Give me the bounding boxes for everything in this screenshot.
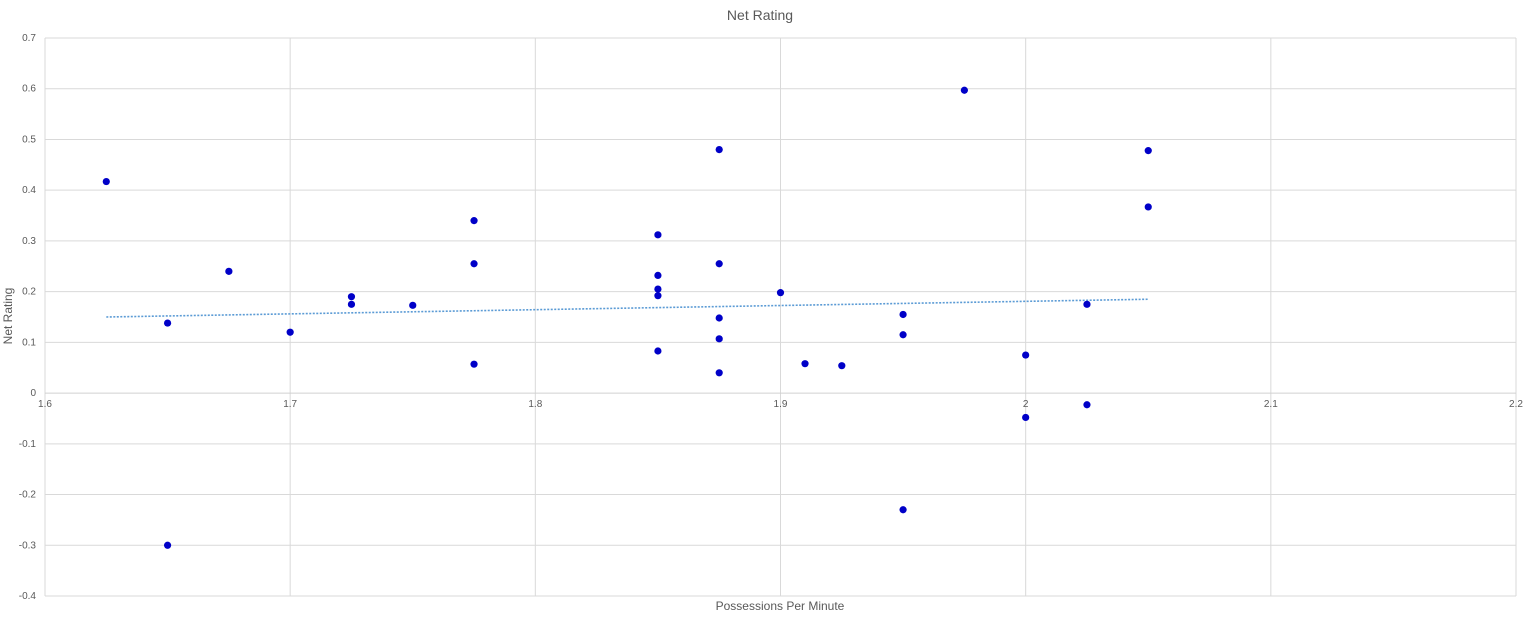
data-point [776, 289, 785, 297]
data-point [1144, 203, 1152, 211]
data-point [715, 314, 723, 322]
data-point [654, 285, 662, 293]
y-tick-label: 0.3 [22, 236, 36, 247]
data-point [1144, 147, 1152, 155]
y-tick-label: -0.2 [19, 490, 37, 501]
data-point [838, 362, 846, 370]
data-point [899, 310, 907, 319]
trendline [106, 298, 1149, 318]
x-tick-label: 2.2 [1509, 399, 1523, 410]
y-axis-label: Net Rating [1, 288, 15, 345]
data-point [163, 541, 172, 549]
data-point [715, 260, 723, 268]
y-tick-label: 0.5 [22, 134, 36, 145]
data-point [225, 267, 233, 275]
data-point [163, 319, 172, 327]
data-point [1022, 351, 1030, 359]
data-point [654, 231, 662, 239]
data-point [654, 292, 662, 300]
data-point [1022, 413, 1030, 422]
data-point [1083, 401, 1091, 409]
data-point [470, 360, 478, 368]
x-tick-label: 2.1 [1264, 399, 1278, 410]
data-point [409, 301, 417, 309]
trendline-layer [106, 298, 1149, 318]
data-point [286, 328, 294, 336]
y-tick-label: -0.3 [19, 540, 37, 551]
data-point [899, 506, 907, 514]
x-tick-label: 1.7 [283, 399, 297, 410]
y-tick-label: 0.2 [22, 287, 36, 298]
data-point [715, 146, 723, 154]
data-point [654, 271, 662, 280]
x-tick-label: 1.9 [774, 399, 788, 410]
y-tick-label: 0 [30, 388, 36, 399]
x-tick-labels: 1.6 1.7 1.8 1.9 2 2.1 2.2 [38, 399, 1523, 410]
data-point [801, 360, 809, 368]
data-point [470, 217, 478, 225]
data-point [654, 347, 662, 355]
y-tick-label: 0.1 [22, 337, 36, 348]
y-tick-label: -0.4 [19, 591, 37, 602]
y-tick-label: -0.1 [19, 439, 37, 450]
x-axis-label: Possessions Per Minute [716, 599, 845, 613]
x-tick-label: 1.8 [528, 399, 542, 410]
data-point [102, 177, 110, 186]
y-tick-label: 0.4 [22, 185, 36, 196]
x-tick-label: 2 [1023, 399, 1029, 410]
data-point [1083, 300, 1091, 308]
data-point [347, 300, 356, 308]
y-tick-labels: 0.7 0.6 0.5 0.4 0.3 0.2 0.1 0 -0.1 -0.2 -0.3 -0.4 [19, 33, 37, 602]
data-points [102, 86, 1152, 549]
data-point [715, 335, 723, 343]
data-point [347, 293, 356, 301]
x-tick-label: 1.6 [38, 399, 52, 410]
data-point [960, 86, 968, 94]
data-point [899, 331, 907, 339]
data-point [470, 260, 478, 268]
y-tick-label: 0.7 [22, 33, 36, 44]
y-tick-label: 0.6 [22, 84, 36, 95]
grid-lines [44, 37, 1517, 597]
chart-title: Net Rating [727, 7, 793, 23]
data-point [715, 369, 723, 377]
